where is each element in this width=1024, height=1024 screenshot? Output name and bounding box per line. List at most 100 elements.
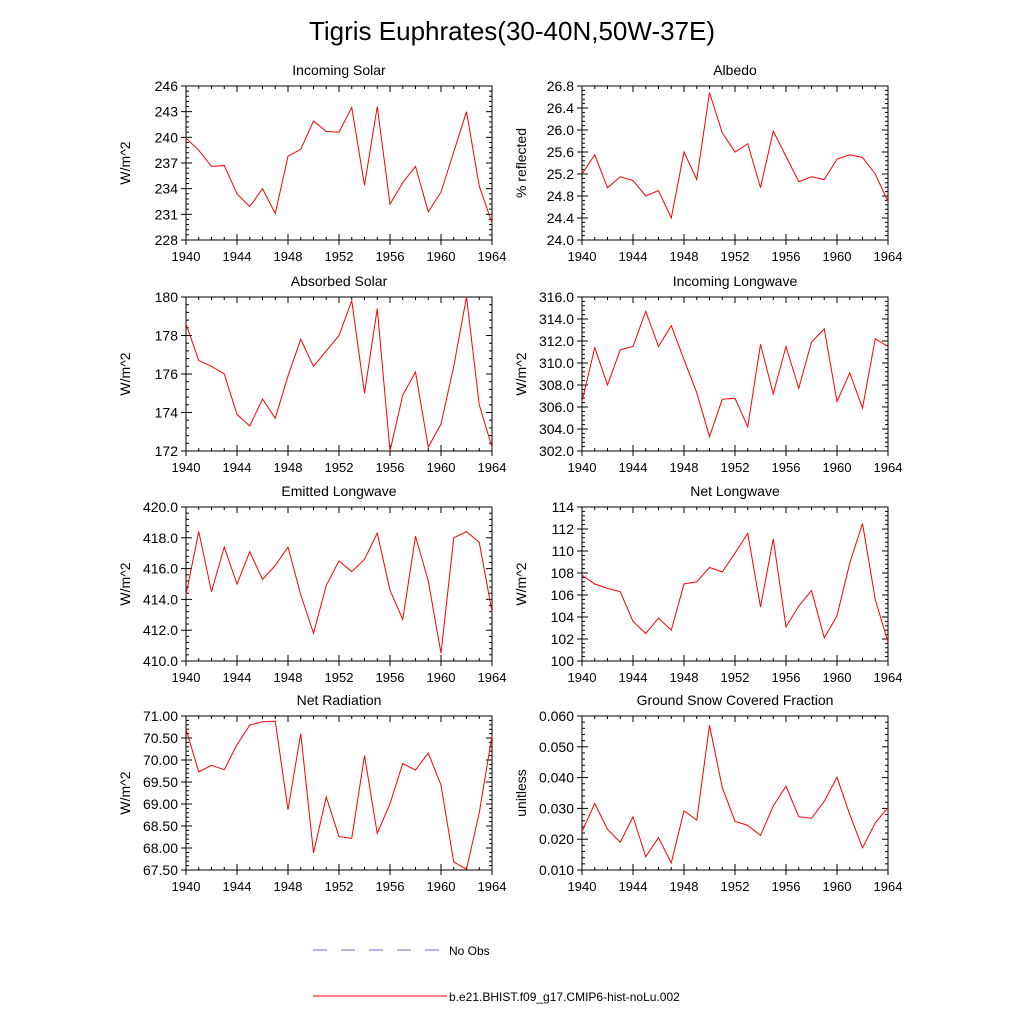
y-tick-label: 0.030 [539,800,574,816]
y-tick-label: 180 [155,289,179,305]
y-tick-label: 418.0 [143,530,178,546]
x-tick-label: 1952 [325,460,354,475]
x-tick-label: 1944 [223,460,252,475]
x-tick-label: 1964 [874,670,903,685]
y-tick-label: 25.2 [547,166,574,182]
x-tick-label: 1948 [274,670,303,685]
y-tick-label: 69.00 [143,796,178,812]
y-tick-label: 237 [155,155,179,171]
x-tick-label: 1944 [223,670,252,685]
x-tick-label: 1952 [325,249,354,264]
y-tick-label: 112 [552,521,575,537]
x-tick-label: 1944 [223,879,252,894]
y-tick-label: 24.4 [547,210,574,226]
panel-emitted-longwave: Emitted Longwave W/m^2 1940 1944 1948 1952 195… [117,483,506,685]
x-tick-label: 1940 [568,249,597,264]
series-line-net-radiation [185,720,493,870]
series-line-incoming-solar [185,105,493,224]
y-axis-label: unitless [513,769,529,816]
x-tick-label: 1964 [874,879,903,894]
x-tick-label: 1960 [823,249,852,264]
y-tick-label: 246 [155,78,179,94]
x-tick-label: 1948 [670,879,699,894]
x-tick-label: 1948 [670,249,699,264]
y-axis-label: W/m^2 [117,771,133,814]
y-tick-label: 302.0 [539,443,574,459]
panel-albedo: Albedo % reflected 1940 1944 1948 1952 1956 196… [513,62,902,264]
y-tick-label: 304.0 [539,421,574,437]
y-tick-label: 412.0 [143,622,178,638]
y-tick-label: 110 [552,543,575,559]
x-tick-label: 1944 [619,460,648,475]
x-tick-label: 1940 [568,460,597,475]
plot-frame [185,296,493,452]
x-tick-label: 1944 [619,249,648,264]
y-tick-label: 178 [155,328,179,344]
y-tick-label: 69.50 [143,774,178,790]
y-tick-label: 26.8 [547,78,574,94]
x-tick-label: 1956 [376,879,405,894]
y-tick-label: 416.0 [143,561,178,577]
x-tick-label: 1960 [823,879,852,894]
y-tick-label: 308.0 [539,377,574,393]
series-line-absorbed-solar [185,296,493,452]
x-tick-label: 1940 [568,879,597,894]
plot-frame [581,296,889,452]
y-tick-label: 26.4 [547,100,574,116]
panel-title: Incoming Solar [292,62,386,78]
legend-label-model: b.e21.BHIST.f09_g17.CMIP6-hist-noLu.002 [449,990,680,1004]
y-axis-label: W/m^2 [117,562,133,605]
y-tick-label: 26.0 [547,122,574,138]
y-tick-label: 102 [551,631,575,647]
y-tick-label: 67.50 [143,862,178,878]
x-tick-label: 1964 [478,670,507,685]
x-tick-label: 1956 [376,670,405,685]
x-tick-label: 1948 [274,249,303,264]
y-axis-label: W/m^2 [513,352,529,395]
x-tick-label: 1964 [478,249,507,264]
y-axis-label: W/m^2 [513,562,529,605]
y-tick-label: 0.050 [539,739,574,755]
x-tick-label: 1960 [823,460,852,475]
x-tick-label: 1964 [478,460,507,475]
x-tick-label: 1952 [721,879,750,894]
y-tick-label: 420.0 [143,499,178,515]
panel-ground-snow-covered-fraction: Ground Snow Covered Fraction unitless 1940… [513,692,902,894]
y-axis-label: W/m^2 [117,141,133,184]
x-tick-label: 1956 [772,879,801,894]
legend: No Obs b.e21.BHIST.f09_g17.CMIP6-hist-no… [313,944,680,1004]
figure-title: Tigris Euphrates(30-40N,50W-37E) [309,16,715,46]
plot-frame [185,506,493,662]
x-tick-label: 1948 [670,670,699,685]
y-tick-label: 0.010 [539,862,574,878]
y-tick-label: 0.060 [539,708,574,724]
x-tick-label: 1960 [427,460,456,475]
x-tick-label: 1956 [376,249,405,264]
y-tick-label: 68.50 [143,818,178,834]
panel-net-longwave: Net Longwave W/m^2 1940 1944 1948 1952 1956 196… [513,483,902,685]
y-tick-label: 25.6 [547,144,574,160]
series-line-emitted-longwave [185,531,493,654]
x-tick-label: 1956 [772,249,801,264]
x-tick-label: 1948 [274,460,303,475]
series-line-albedo [581,92,889,220]
x-tick-label: 1944 [223,249,252,264]
series-line-ground-snow-covered-fraction [581,725,889,865]
panel-title: Absorbed Solar [291,273,388,289]
y-tick-label: 414.0 [143,591,178,607]
panel-title: Emitted Longwave [281,483,396,499]
y-tick-label: 243 [155,104,179,120]
x-tick-label: 1948 [274,879,303,894]
x-tick-label: 1952 [721,670,750,685]
x-tick-label: 1940 [172,460,201,475]
x-tick-label: 1944 [619,670,648,685]
legend-label-no-obs: No Obs [449,944,490,958]
x-tick-label: 1956 [376,460,405,475]
y-axis-label: % reflected [513,128,529,198]
y-tick-label: 0.040 [539,770,574,786]
y-tick-label: 231 [155,206,179,222]
y-tick-label: 240 [155,129,179,145]
x-tick-label: 1960 [427,670,456,685]
x-tick-label: 1960 [823,670,852,685]
x-tick-label: 1940 [172,249,201,264]
